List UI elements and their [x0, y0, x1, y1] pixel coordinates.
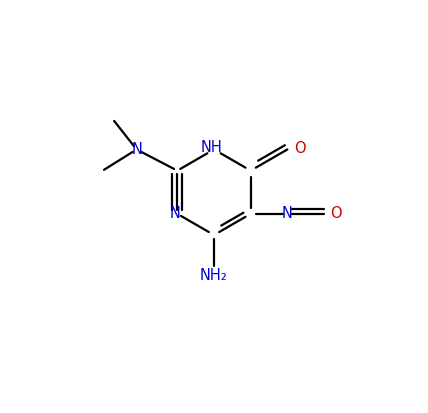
Text: N: N [170, 206, 181, 221]
Text: O: O [294, 141, 306, 156]
Text: NH: NH [201, 140, 223, 155]
Text: NH₂: NH₂ [200, 268, 228, 282]
Text: N: N [131, 142, 142, 157]
Text: N: N [282, 206, 293, 221]
Text: O: O [330, 206, 342, 221]
